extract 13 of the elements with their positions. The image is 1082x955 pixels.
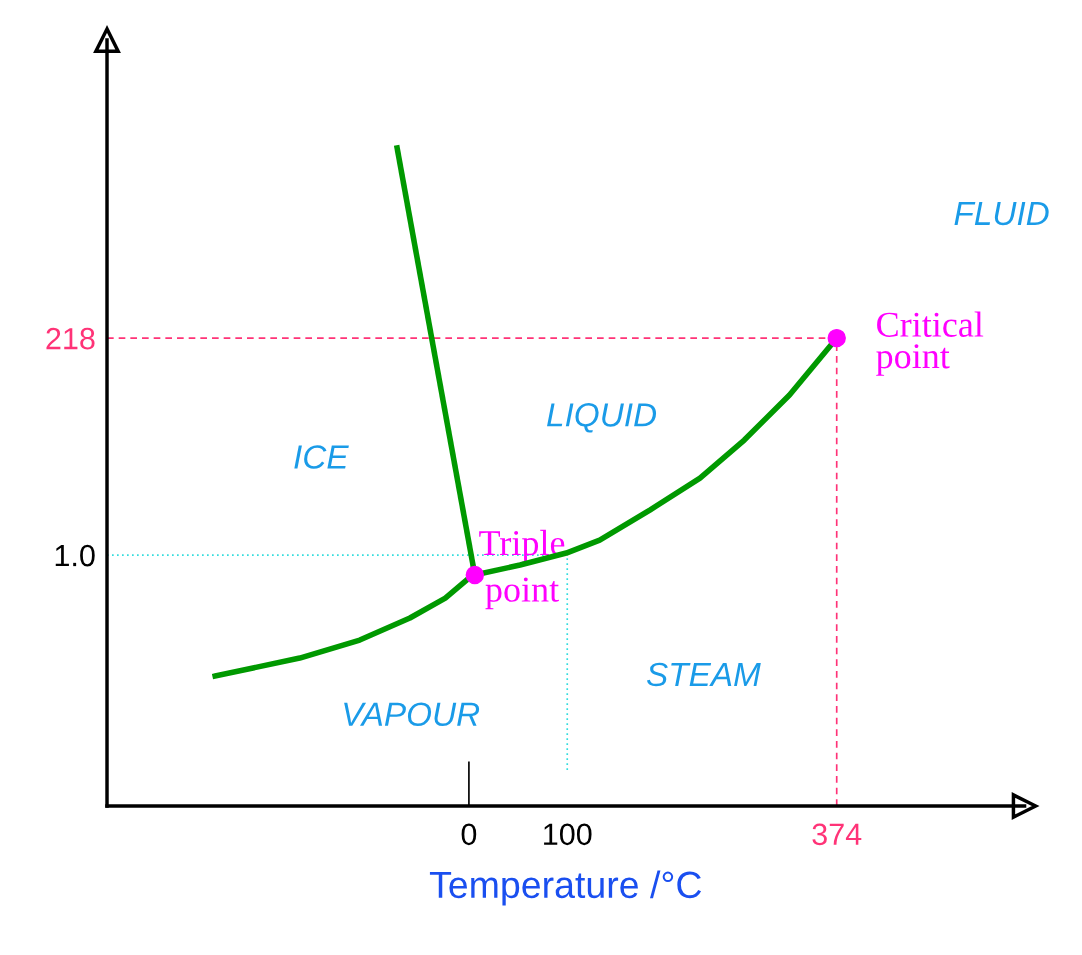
annotation: Critical point <box>876 311 984 376</box>
y-tick-label: 218 <box>46 327 95 350</box>
annotation: STEAM <box>646 662 761 687</box>
annotation: Triple point <box>479 529 565 610</box>
x-tick-label: 100 <box>544 823 592 846</box>
annotation: LIQUID <box>547 403 657 433</box>
annotation: VAPOUR <box>344 702 480 727</box>
x-tick-label: 0 <box>461 823 477 846</box>
annotation: ICE <box>294 445 349 469</box>
y-tick-label: 1.0 <box>55 544 95 567</box>
x-axis-title: Temperature /°C <box>429 870 702 906</box>
annotation: FLUID <box>954 201 1049 226</box>
x-tick-label: 374 <box>812 823 862 846</box>
